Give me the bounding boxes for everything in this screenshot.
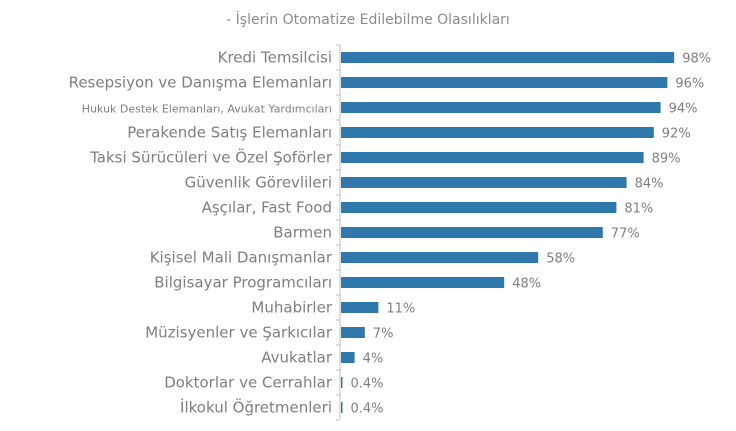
data-label: 89%	[652, 152, 681, 167]
data-label: 0.4%	[351, 377, 384, 392]
data-label: 94%	[669, 102, 698, 117]
bar	[341, 52, 675, 63]
data-label: 92%	[662, 127, 691, 142]
bar	[341, 227, 603, 238]
bar	[341, 277, 505, 288]
category-label: Muhabirler	[251, 299, 332, 317]
data-label: 58%	[546, 252, 575, 267]
bar	[341, 252, 539, 263]
bar	[341, 127, 654, 138]
bar	[341, 152, 644, 163]
category-label: Taksi Sürücüleri ve Özel Şoförler	[89, 148, 333, 167]
bar	[341, 302, 379, 313]
category-label: Perakende Satış Elemanları	[127, 124, 332, 142]
data-label: 0.4%	[351, 402, 384, 417]
bar	[341, 77, 668, 88]
category-label: İlkokul Öğretmenleri	[180, 398, 332, 417]
bar	[341, 177, 627, 188]
category-label: Avukatlar	[261, 349, 333, 367]
data-label: 48%	[512, 277, 541, 292]
category-label: Müzisyenler ve Şarkıcılar	[145, 324, 333, 342]
data-label: 84%	[635, 177, 664, 192]
bar	[341, 327, 365, 338]
category-label: Aşçılar, Fast Food	[202, 199, 332, 217]
category-label: Doktorlar ve Cerrahlar	[164, 374, 333, 392]
chart-title: - İşlerin Otomatize Edilebilme Olasılıkl…	[226, 10, 510, 28]
category-label: Kredi Temsilcisi	[218, 49, 332, 67]
data-label: 98%	[682, 52, 711, 67]
bar	[341, 102, 661, 113]
bar	[341, 402, 343, 413]
bar	[341, 377, 343, 388]
category-label: Resepsiyon ve Danışma Elemanları	[69, 74, 332, 92]
data-label: 7%	[373, 327, 394, 342]
category-label: Bilgisayar Programcıları	[154, 274, 332, 292]
bar	[341, 202, 617, 213]
data-label: 4%	[363, 352, 384, 367]
data-label: 11%	[386, 302, 415, 317]
data-label: 96%	[675, 77, 704, 92]
category-label: Kişisel Mali Danışmanlar	[150, 249, 333, 267]
bar	[341, 352, 355, 363]
category-label: Barmen	[273, 224, 332, 242]
data-label: 77%	[611, 227, 640, 242]
category-label: Güvenlik Görevlileri	[185, 174, 332, 192]
category-label: Hukuk Destek Elemanları, Avukat Yardımcı…	[82, 103, 332, 116]
data-label: 81%	[624, 202, 653, 217]
